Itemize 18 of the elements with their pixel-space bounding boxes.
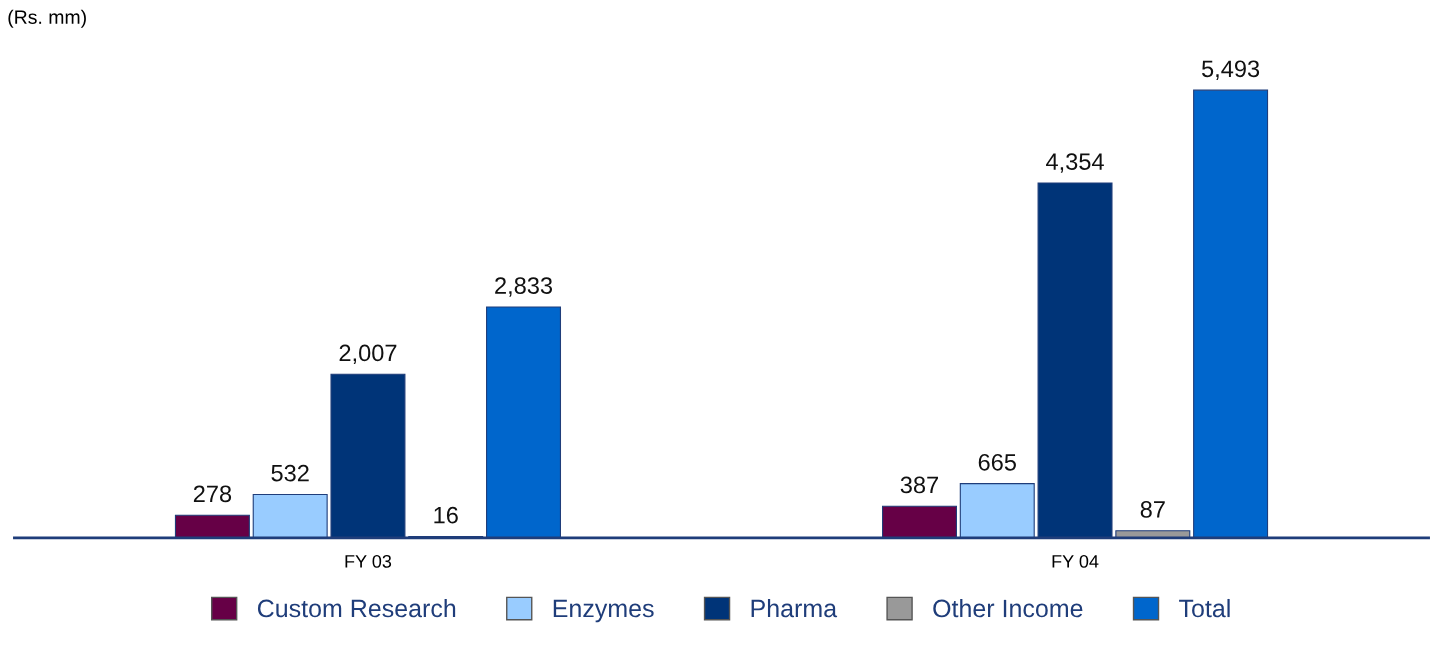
legend-label: Other Income — [933, 598, 1083, 618]
x-tick-label: FY 04 — [1052, 554, 1099, 568]
data-label: 665 — [978, 453, 1016, 471]
data-label: 387 — [900, 476, 938, 494]
legend-label: Pharma — [751, 598, 838, 618]
data-label: 16 — [434, 506, 458, 524]
legend-label: Total — [1179, 598, 1230, 618]
data-label: 87 — [1140, 501, 1165, 518]
data-label: 2,833 — [495, 277, 553, 297]
data-label: 532 — [271, 464, 309, 482]
data-label: 278 — [193, 485, 232, 503]
x-tick-label: FY 03 — [345, 554, 392, 568]
data-label: 5,493 — [1202, 60, 1260, 80]
chart-title: (Rs. mm) — [8, 9, 86, 28]
data-label: 2,007 — [339, 344, 397, 365]
data-label: 4,354 — [1046, 153, 1104, 173]
legend-label: Enzymes — [553, 599, 654, 623]
legend-label: Custom Research — [257, 598, 456, 618]
